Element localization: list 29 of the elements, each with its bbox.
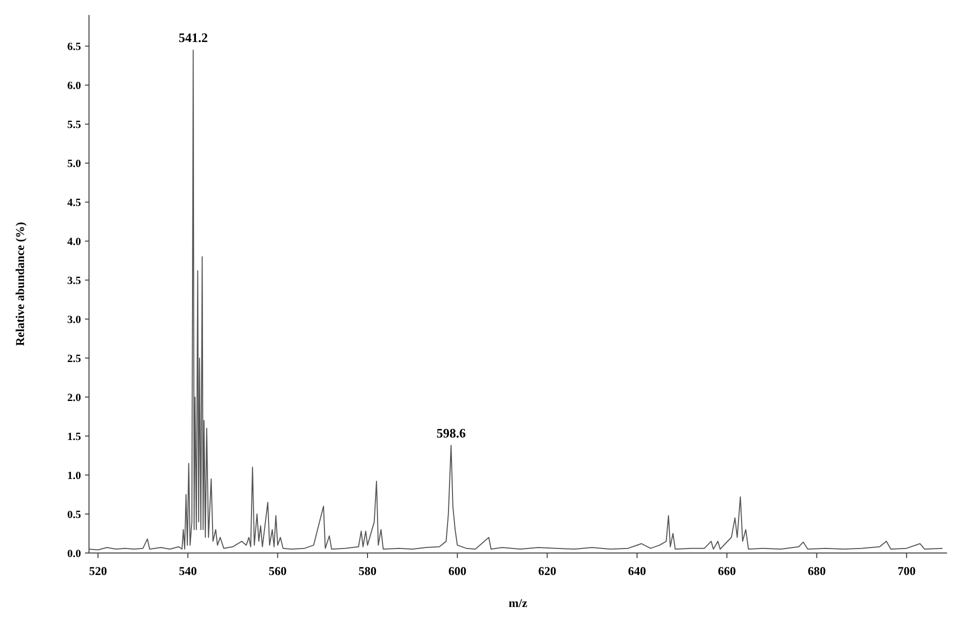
y-tick-label: 0.5 <box>67 509 82 522</box>
y-tick-label: 4.0 <box>67 236 82 248</box>
y-tick-label: 2.5 <box>67 353 82 366</box>
x-tick-label: 640 <box>628 564 646 578</box>
annotation: 598.6 <box>436 425 466 440</box>
x-tick-label: 520 <box>88 564 107 578</box>
y-tick-label: 6.5 <box>67 41 82 54</box>
x-tick-label: 620 <box>538 564 556 578</box>
y-tick-label: 5.5 <box>67 119 82 132</box>
x-tick-label: 560 <box>268 564 287 578</box>
y-tick-label: 3.5 <box>67 275 82 288</box>
x-tick-label: 700 <box>898 564 916 578</box>
y-tick-label: 2.0 <box>67 392 82 404</box>
y-tick-label: 3.0 <box>67 314 82 326</box>
y-tick-label: 0.0 <box>67 548 82 560</box>
x-tick-label: 540 <box>178 564 197 578</box>
x-tick-label: 600 <box>448 564 466 578</box>
y-tick-label: 4.5 <box>67 197 82 210</box>
annotation: 541.2 <box>178 30 208 46</box>
x-tick-label: 660 <box>718 564 736 578</box>
line-series <box>88 50 944 550</box>
y-axis-title: Relative abundance (%) <box>13 222 27 346</box>
y-tick-label: 6.0 <box>67 80 82 92</box>
y-tick-label: 5.0 <box>67 158 82 170</box>
x-tick-label: 680 <box>808 564 826 578</box>
y-tick-label: 1.0 <box>67 470 82 482</box>
x-axis-title: m/z <box>508 596 528 610</box>
x-tick-label: 580 <box>358 564 377 578</box>
y-tick-label: 1.5 <box>67 431 82 444</box>
